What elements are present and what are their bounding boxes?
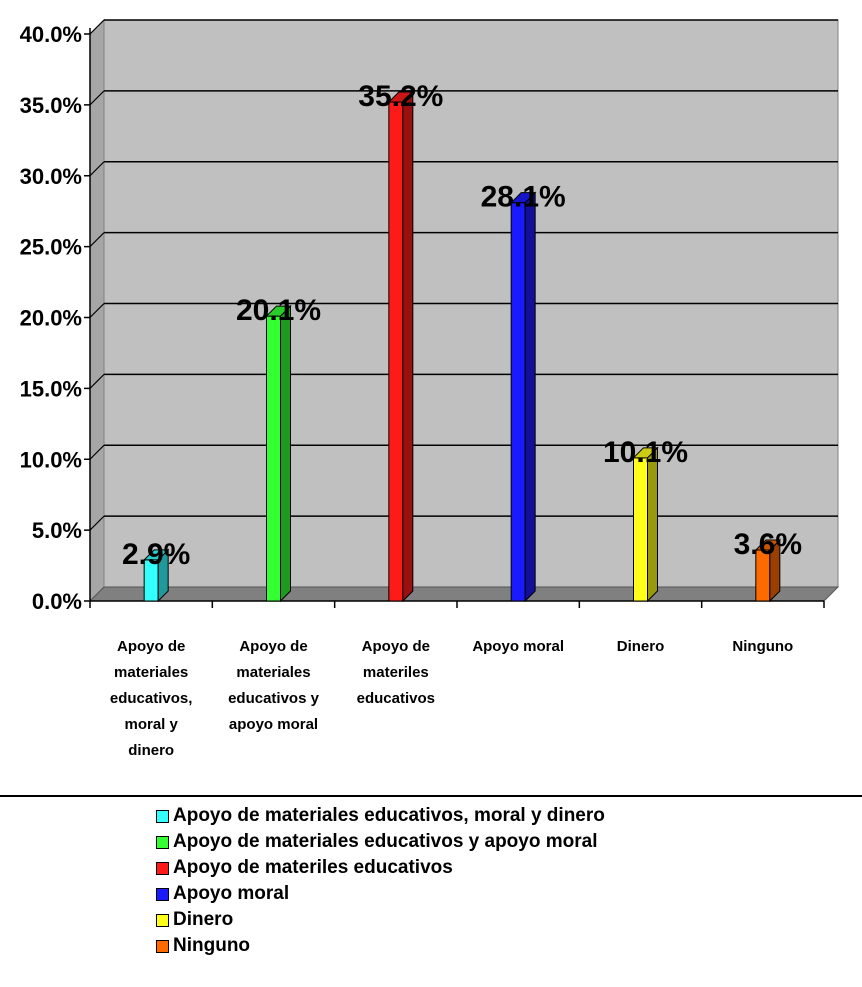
legend: Apoyo de materiales educativos, moral y …	[156, 803, 796, 959]
data-label: 28.1%	[481, 181, 566, 214]
legend-swatch	[156, 861, 169, 875]
y-tick-label: 5.0%	[32, 518, 82, 543]
bar-top	[142, 549, 170, 561]
gridline-side	[89, 303, 105, 318]
legend-swatch	[156, 835, 169, 849]
legend-label: Apoyo de materiles educativos	[173, 857, 453, 878]
bar	[266, 315, 281, 602]
legend-divider	[0, 795, 862, 797]
gridline-side	[89, 515, 105, 531]
x-tick-label: Apoyo de	[362, 638, 430, 655]
data-label: 2.9%	[122, 538, 190, 571]
legend-label: Apoyo de materiales educativos, moral y …	[173, 805, 605, 826]
x-tick-label: moral y	[124, 716, 178, 733]
legend-swatch	[156, 809, 169, 823]
gridline-side	[89, 444, 105, 460]
x-tick-label: Ninguno	[732, 638, 793, 655]
y-tick-label: 20.0%	[20, 306, 82, 331]
bar	[510, 202, 526, 602]
bar-side	[402, 90, 414, 603]
x-tick-label: Apoyo moral	[472, 638, 564, 655]
bar-side	[524, 191, 536, 603]
y-tick-label: 0.0%	[32, 589, 82, 614]
legend-swatch	[156, 913, 169, 927]
bar-side	[280, 304, 291, 603]
x-tick-label: apoyo moral	[229, 716, 318, 733]
legend-label: Ninguno	[173, 935, 251, 956]
legend-item: Apoyo de materiales educativos, moral y …	[156, 803, 796, 829]
bar	[633, 457, 648, 602]
data-label: 20.1%	[236, 294, 321, 327]
data-label: 10.1%	[603, 436, 688, 469]
x-tick-label: materiales	[236, 664, 310, 681]
bar	[388, 101, 404, 602]
legend-item: Ninguno	[156, 933, 796, 959]
gridline-side	[89, 373, 105, 389]
y-tick-label: 35.0%	[20, 93, 82, 118]
bar-top	[387, 91, 415, 103]
legend-swatch	[156, 939, 169, 953]
legend-item: Apoyo de materiles educativos	[156, 855, 796, 881]
gridline-side	[89, 19, 105, 35]
x-tick-label: educativos y	[228, 690, 320, 707]
legend-swatch	[156, 887, 169, 901]
data-label: 3.6%	[734, 528, 802, 561]
gridline-side	[89, 90, 105, 106]
legend-item: Dinero	[156, 907, 796, 933]
bar-top	[265, 305, 292, 317]
x-tick-label: Apoyo de	[239, 638, 307, 655]
bar-top	[509, 192, 537, 204]
y-tick-label: 10.0%	[20, 447, 82, 472]
bar-side	[647, 446, 658, 603]
y-tick-label: 25.0%	[20, 235, 82, 260]
legend-label: Apoyo moral	[173, 883, 290, 904]
y-tick-label: 15.0%	[20, 376, 82, 401]
x-tick-label: Dinero	[617, 638, 665, 655]
gridline-side	[89, 161, 105, 177]
legend-item: Apoyo moral	[156, 881, 796, 907]
legend-label: Dinero	[173, 909, 234, 930]
gridline-side	[89, 232, 105, 248]
y-tick-label: 30.0%	[20, 164, 82, 189]
y-tick-label: 40.0%	[20, 22, 82, 47]
legend-label: Apoyo de materiales educativos y apoyo m…	[173, 831, 598, 852]
bar-top	[632, 447, 659, 459]
x-tick-label: educativos,	[110, 690, 193, 707]
x-tick-label: materiles	[363, 664, 429, 681]
x-tick-label: educativos	[357, 690, 435, 707]
bar-top	[754, 539, 782, 551]
legend-item: Apoyo de materiales educativos y apoyo m…	[156, 829, 796, 855]
data-label: 35.2%	[358, 80, 443, 113]
x-tick-label: dinero	[128, 742, 174, 759]
x-tick-label: Apoyo de	[117, 638, 185, 655]
x-tick-label: materiales	[114, 664, 188, 681]
floor	[88, 586, 840, 602]
